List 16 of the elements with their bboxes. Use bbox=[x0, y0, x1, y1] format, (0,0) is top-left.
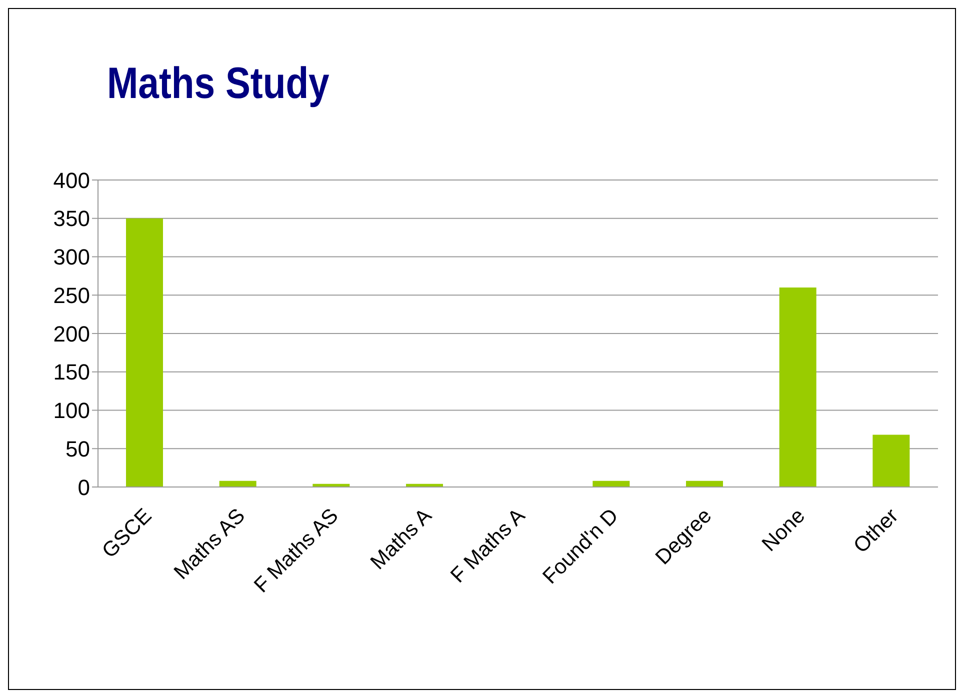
y-tick-label: 200 bbox=[53, 321, 90, 346]
y-tick-label: 250 bbox=[53, 282, 90, 308]
y-tick-label: 50 bbox=[66, 436, 90, 462]
bar bbox=[592, 480, 630, 487]
y-tick-label: 150 bbox=[53, 360, 90, 385]
bar bbox=[126, 218, 163, 487]
y-tick-label: 300 bbox=[53, 244, 90, 270]
bar bbox=[219, 480, 256, 487]
bar bbox=[686, 480, 723, 487]
y-tick-label: 100 bbox=[53, 398, 90, 424]
y-tick-label: 0 bbox=[78, 474, 90, 500]
bar bbox=[779, 287, 816, 487]
y-tick-label: 400 bbox=[53, 168, 90, 193]
bar bbox=[872, 434, 910, 487]
chart-title: Maths Study bbox=[107, 59, 330, 109]
y-tick-label: 350 bbox=[53, 206, 90, 232]
